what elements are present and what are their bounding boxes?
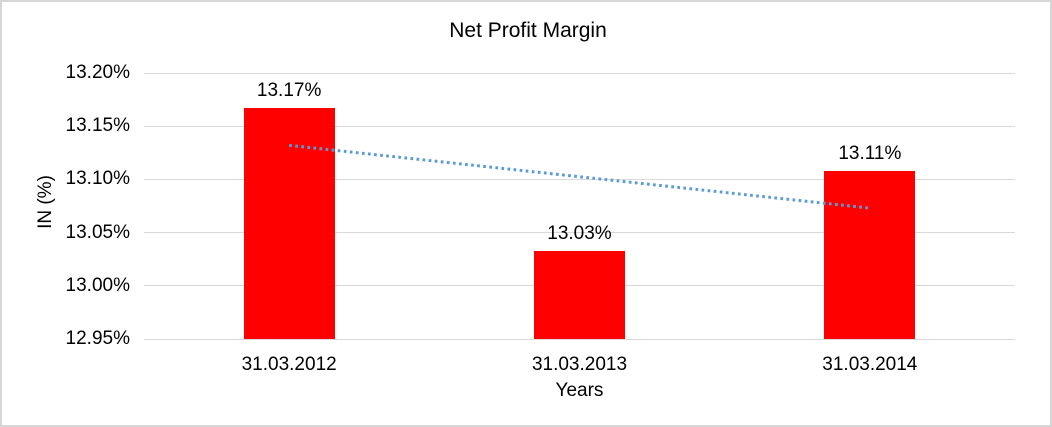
y-tick-label: 13.05% — [65, 221, 130, 243]
y-axis-title: IN (%) — [35, 175, 56, 229]
gridline — [144, 72, 1015, 74]
x-axis-title: Years — [555, 380, 604, 401]
y-tick-label: 12.95% — [65, 328, 130, 349]
bar-data-label: 13.17% — [256, 80, 322, 102]
bar-data-label: 13.03% — [547, 222, 612, 244]
bar — [243, 108, 335, 339]
bar — [824, 170, 916, 339]
gridline — [144, 338, 1015, 340]
gridline — [144, 232, 1015, 234]
x-category-label: 31.03.2014 — [822, 354, 918, 375]
chart-title: Net Profit Margin — [449, 19, 607, 42]
y-tick-label: 13.10% — [65, 168, 130, 190]
bar — [534, 250, 625, 339]
gridline — [144, 125, 1015, 127]
bar-data-label: 13.11% — [838, 142, 902, 164]
x-category-label: 31.03.2012 — [241, 354, 337, 375]
y-tick-label: 13.20% — [65, 62, 130, 83]
y-tick-label: 13.00% — [65, 274, 130, 296]
y-tick-label: 13.15% — [65, 115, 130, 137]
x-category-label: 31.03.2013 — [531, 354, 628, 375]
